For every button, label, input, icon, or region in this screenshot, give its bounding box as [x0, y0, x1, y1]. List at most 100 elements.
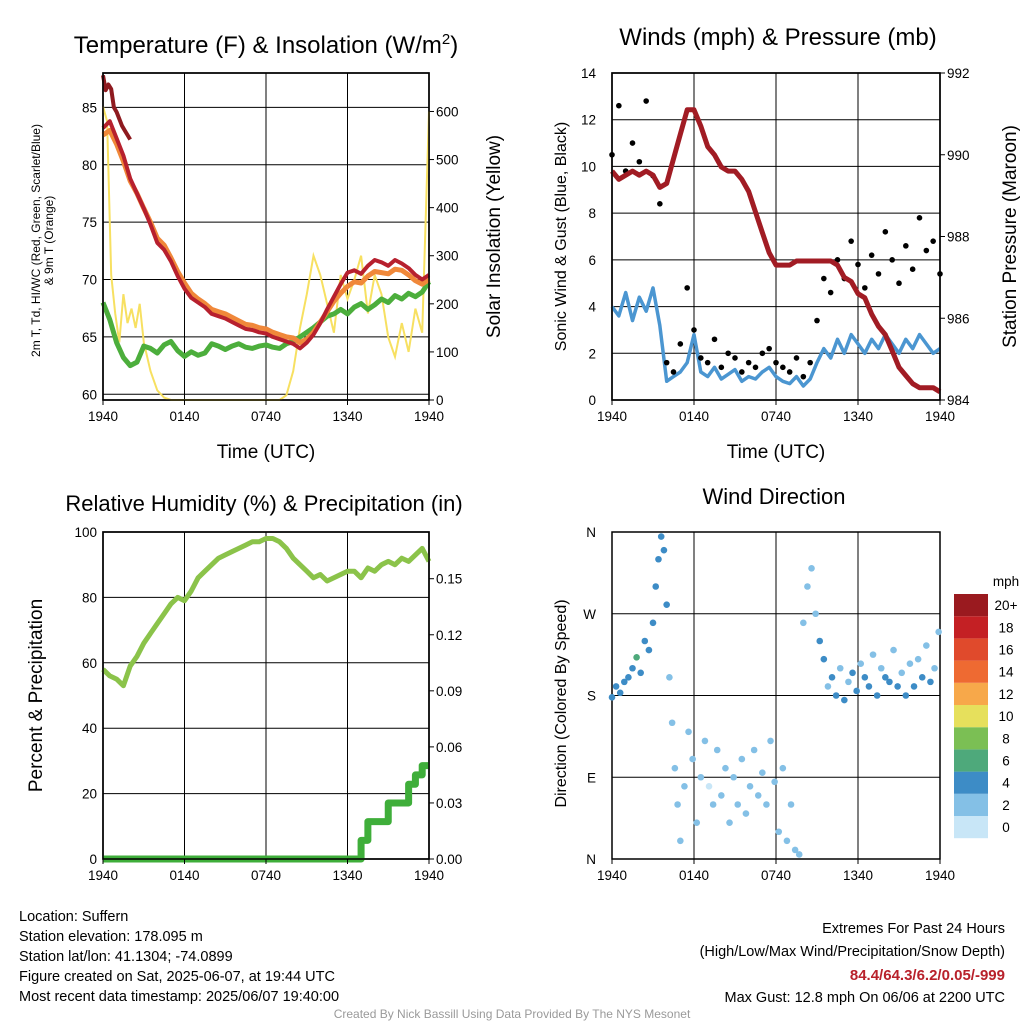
temp-y2tick-label: 200 [436, 297, 459, 312]
direction-point [621, 678, 628, 686]
temp-ylabel: 2m T, Td, HI/WC (Red, Green, Scarlet/Blu… [29, 124, 43, 357]
direction-point [882, 674, 889, 681]
rh-y2tick-label: 0.09 [436, 684, 462, 699]
gust-point [663, 359, 670, 366]
legend-label: 4 [1002, 776, 1010, 791]
dir-xtick-label: 0140 [679, 868, 709, 883]
wind-xtick-label: 1340 [843, 409, 873, 424]
direction-point [660, 546, 668, 554]
direction-point [787, 801, 795, 808]
direction-point [674, 801, 681, 808]
direction-point [633, 654, 640, 661]
direction-point [718, 792, 725, 799]
direction-point [767, 737, 774, 745]
legend-swatch [954, 727, 988, 750]
direction-point [832, 692, 840, 699]
gust-point [725, 350, 731, 357]
wind-ytick-label: 12 [581, 113, 596, 128]
gust-point [718, 364, 725, 371]
heat-index-line [101, 74, 132, 141]
gust-point [636, 158, 643, 165]
direction-point [709, 801, 717, 808]
temperature-chart: 60 65 70 75 80 85 0 100 200 300 400 500 600 1940 0140 0… [29, 31, 505, 463]
direction-point [783, 837, 791, 845]
wind-ytick-label: 10 [581, 159, 596, 174]
rh-chart-title: Relative Humidity (%) & Precipitation (i… [65, 491, 462, 516]
dir-ylabel: Direction (Colored By Speed) [553, 599, 570, 807]
direction-point [800, 619, 807, 627]
dir-xtick-label: 1940 [597, 868, 627, 883]
direction-point [681, 783, 688, 790]
legend-title: mph [993, 574, 1019, 589]
direction-point [663, 601, 670, 608]
temp-y2tick-label: 0 [436, 393, 444, 408]
humidity-line [101, 536, 432, 689]
direction-point [666, 674, 673, 681]
dewpoint-line [100, 280, 432, 369]
gust-point [800, 373, 807, 380]
precipitation-line [103, 762, 429, 863]
legend-label: 8 [1002, 731, 1010, 746]
gust-point [711, 336, 718, 343]
direction-point [738, 755, 746, 763]
gust-point [916, 215, 923, 221]
created-text: Figure created on Sat, 2025-06-07, at 19… [19, 969, 335, 985]
gust-point [882, 229, 889, 235]
rh-xtick-label: 0140 [169, 868, 199, 883]
gust-point [875, 271, 882, 277]
temp-ytick-label: 60 [82, 387, 97, 402]
gust-point [807, 359, 813, 366]
direction-point [637, 669, 644, 677]
wind-y2tick-label: 986 [947, 311, 970, 326]
gust-point [704, 359, 711, 366]
direction-point [877, 664, 885, 672]
wind-ylabel: Sonic Wind & Gust (Blue, Black) [553, 122, 570, 351]
temp-ytick-label: 70 [82, 273, 97, 288]
wind-ytick-label: 0 [588, 393, 596, 408]
dir-xtick-label: 0740 [761, 868, 791, 883]
gust-point [903, 243, 909, 249]
elevation-text: Station elevation: 178.095 m [19, 929, 203, 945]
legend-swatch [954, 660, 988, 683]
temp-2m-line [101, 119, 431, 351]
temp-xtick-label: 0740 [251, 409, 281, 424]
gust-point [780, 364, 786, 371]
recent-data-text: Most recent data timestamp: 2025/06/07 1… [19, 989, 340, 1005]
direction-point [898, 669, 906, 677]
direction-point [671, 764, 679, 772]
direction-point [742, 810, 750, 817]
direction-point [910, 683, 918, 690]
rh-ytick-label: 100 [74, 525, 97, 540]
gust-point [745, 359, 752, 366]
gust-point [786, 369, 793, 375]
temp-y2label: Solar Insolation (Yellow) [484, 135, 505, 338]
direction-point [906, 660, 914, 668]
credit-text: Created By Nick Bassill Using Data Provi… [333, 1007, 691, 1021]
extremes-values: 84.4/64.3/6.2/0.05/-999 [849, 967, 1005, 984]
legend-label: 16 [998, 643, 1013, 658]
gust-point [827, 289, 834, 296]
gust-point [848, 238, 854, 244]
temp-ytick-label: 80 [82, 158, 97, 173]
legend-swatch [954, 771, 988, 794]
temp-y2tick-label: 600 [436, 104, 459, 119]
wind-xlabel: Time (UTC) [727, 442, 826, 463]
direction-point [608, 694, 616, 701]
direction-point [668, 719, 676, 727]
direction-point [845, 678, 852, 686]
gust-point [862, 285, 868, 291]
wind-y2tick-label: 988 [947, 230, 970, 245]
gust-point [657, 201, 663, 207]
extremes-title: Extremes For Past 24 Hours [822, 921, 1005, 937]
rh-xtick-label: 1940 [414, 868, 444, 883]
gust-point [930, 238, 936, 244]
direction-point [775, 828, 783, 836]
wind-ytick-label: 6 [588, 253, 596, 268]
gust-point [814, 317, 820, 324]
temp-ytick-label: 65 [82, 330, 97, 345]
temp-ylabel: & 9m T (Orange) [42, 196, 56, 286]
latlon-text: Station lat/lon: 41.1304; -74.0899 [19, 949, 233, 965]
direction-point [886, 678, 893, 686]
temp-xtick-label: 1340 [332, 409, 362, 424]
